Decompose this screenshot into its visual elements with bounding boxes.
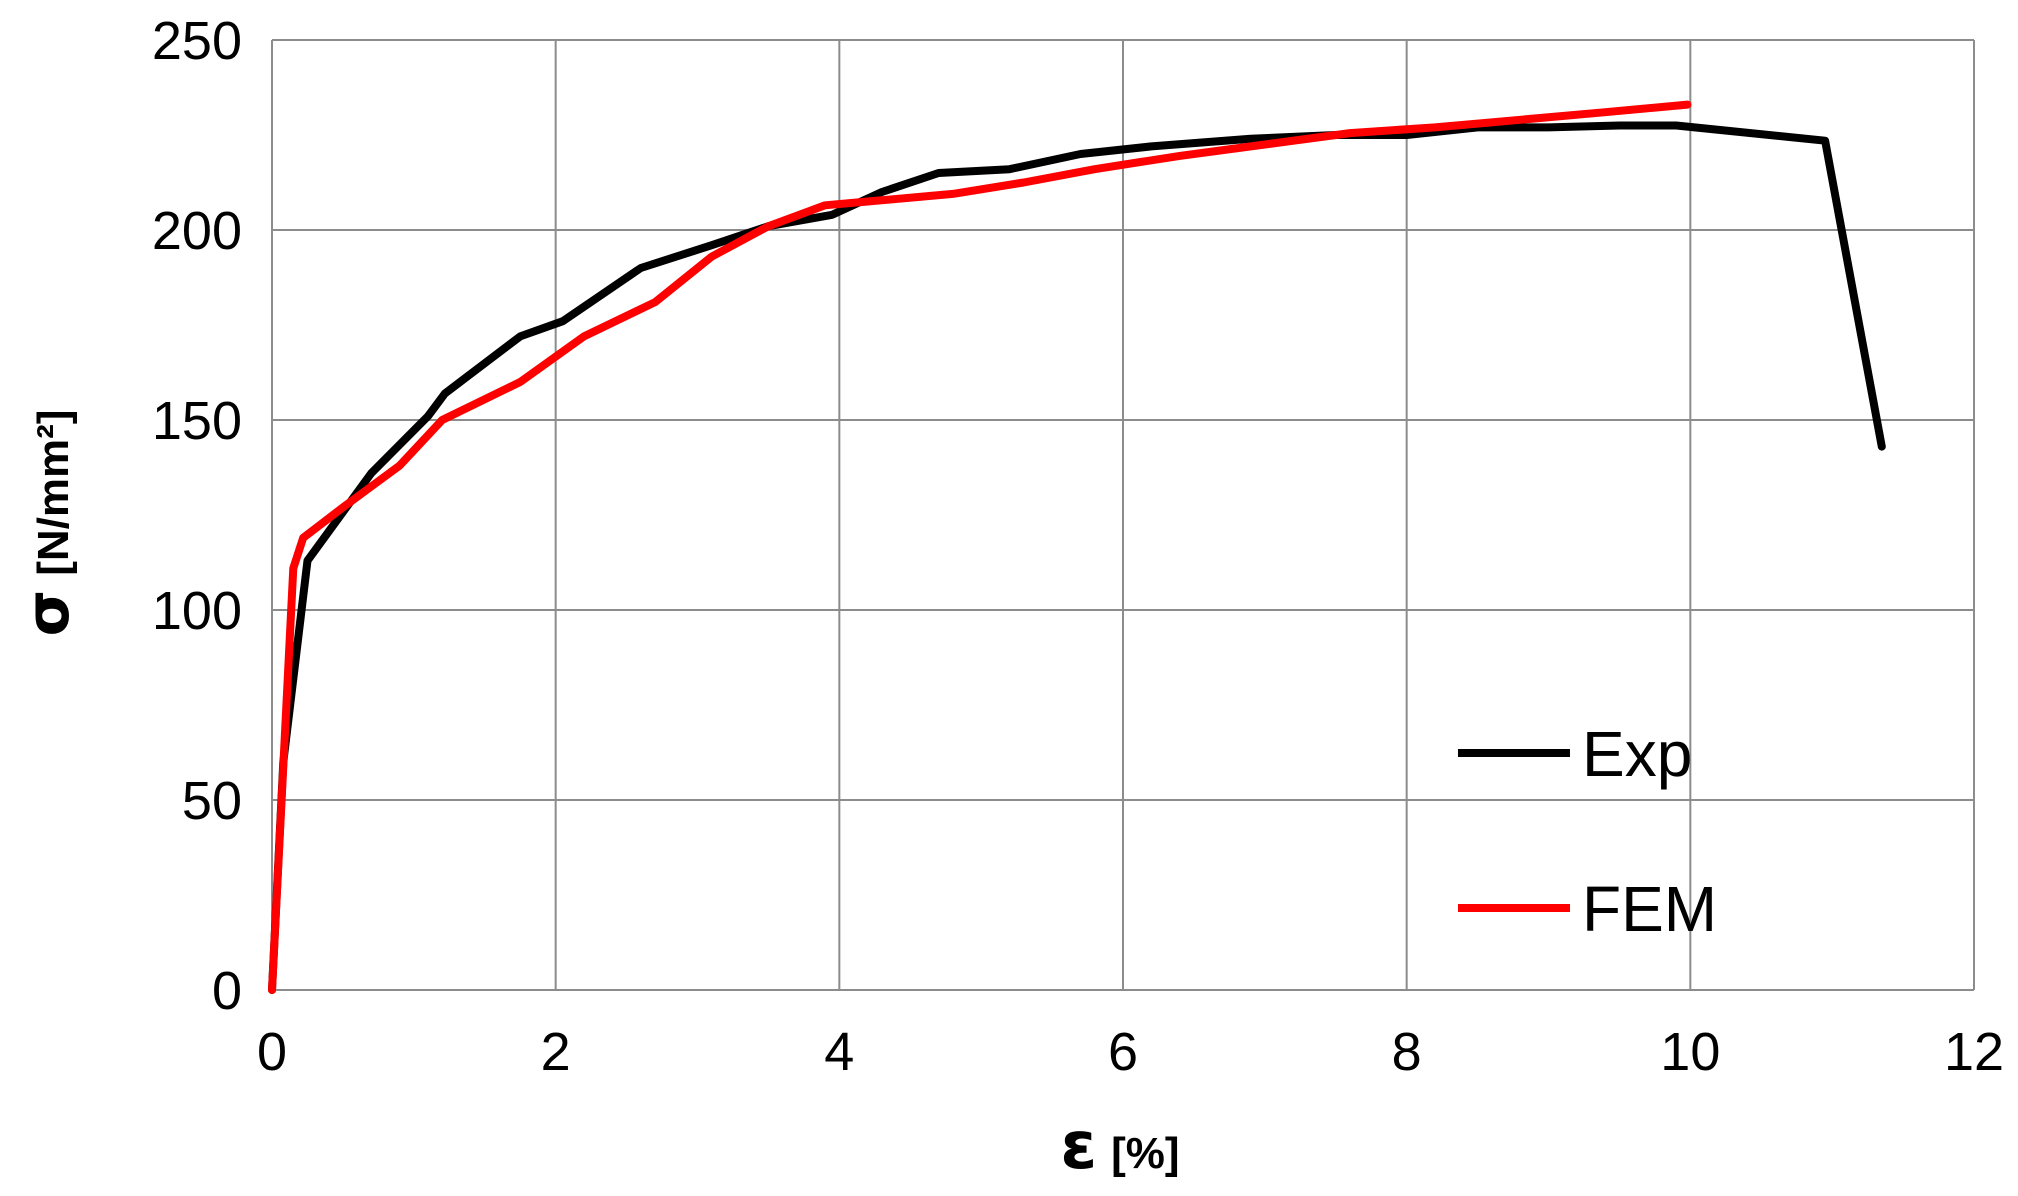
legend: Exp FEM: [1458, 718, 1717, 945]
x-tick-labels: 0 2 4 6 8 10 12: [257, 1022, 2004, 1082]
series-line-exp: [268, 121, 1886, 994]
x-axis-unit: [%]: [1111, 1129, 1179, 1178]
series-lines: [268, 100, 1886, 994]
x-tick-label: 12: [1944, 1022, 2004, 1082]
y-tick-label: 150: [152, 391, 242, 451]
y-tick-labels: 0 50 100 150 200 250: [152, 11, 242, 1021]
y-tick-label: 250: [152, 11, 242, 71]
x-tick-label: 6: [1108, 1022, 1138, 1082]
x-tick-label: 8: [1392, 1022, 1422, 1082]
svg-text:ε [%]: ε [%]: [1060, 1107, 1179, 1184]
y-axis-label: σ [N/mm²]: [13, 410, 83, 637]
svg-text:σ [N/mm²]: σ [N/mm²]: [13, 410, 83, 637]
y-tick-label: 200: [152, 201, 242, 261]
legend-label-exp: Exp: [1582, 718, 1692, 790]
x-tick-label: 10: [1660, 1022, 1720, 1082]
x-axis-symbol: ε: [1060, 1107, 1097, 1184]
grid: [271, 39, 1975, 991]
x-tick-label: 2: [541, 1022, 571, 1082]
x-axis-label: ε [%]: [1060, 1107, 1179, 1184]
y-axis-symbol: σ: [13, 590, 83, 637]
x-tick-label: 4: [824, 1022, 854, 1082]
y-tick-label: 50: [182, 771, 242, 831]
y-tick-label: 0: [212, 961, 242, 1021]
y-axis-unit: [N/mm²]: [29, 410, 78, 576]
legend-label-fem: FEM: [1582, 873, 1717, 945]
series-line-fem: [268, 100, 1692, 994]
x-tick-label: 0: [257, 1022, 287, 1082]
y-tick-label: 100: [152, 581, 242, 641]
